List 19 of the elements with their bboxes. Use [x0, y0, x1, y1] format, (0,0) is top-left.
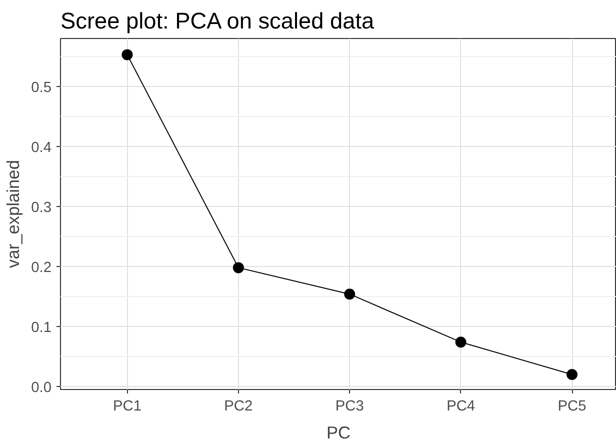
x-axis-title: PC — [326, 422, 351, 442]
point — [232, 262, 244, 274]
y-tick-label: 0.0 — [31, 380, 52, 396]
x-tick-label: PC5 — [558, 398, 586, 414]
x-tick-label: PC4 — [446, 398, 476, 414]
x-tick-label: PC2 — [224, 398, 253, 414]
point — [344, 288, 356, 300]
x-tick-label: PC3 — [335, 398, 364, 414]
y-tick-label: 0.1 — [31, 320, 52, 336]
point — [122, 49, 133, 60]
chart-title: Scree plot: PCA on scaled data — [60, 8, 375, 34]
point — [566, 369, 578, 380]
y-axis-title: var_explained — [3, 160, 24, 268]
x-tick-label: PC1 — [112, 398, 142, 414]
y-tick-label: 0.4 — [31, 140, 52, 156]
y-tick-label: 0.3 — [31, 200, 52, 216]
y-tick-label: 0.2 — [31, 260, 52, 276]
y-tick-label: 0.5 — [31, 80, 52, 96]
point — [455, 336, 466, 348]
